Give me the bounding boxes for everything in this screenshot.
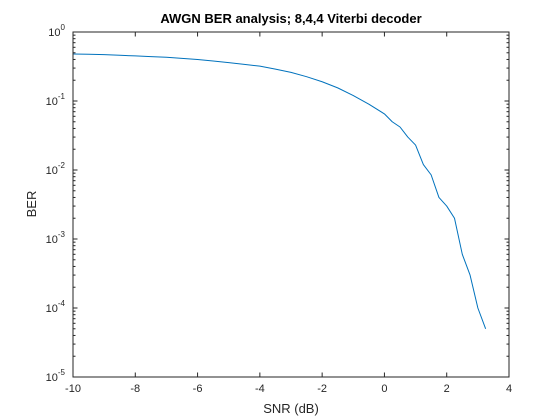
y-tick-exponent: -2 [58,161,66,170]
y-tick-base: 10 [46,303,58,315]
y-tick-label: 10-4 [46,299,66,315]
chart-title: AWGN BER analysis; 8,4,4 Viterbi decoder [160,11,421,26]
y-tick-label: 10-1 [46,92,66,108]
ber-curve-line [72,53,487,329]
y-tick-exponent: -5 [58,368,66,377]
x-tick-label: -10 [65,383,81,395]
y-tick-base: 10 [46,96,58,108]
y-tick-exponent: 0 [61,23,66,32]
x-tick-label: 2 [444,383,450,395]
y-tick-label: 100 [48,23,65,39]
plot-frame [72,31,510,378]
x-tick-label: -8 [130,383,140,395]
y-tick-label: 10-2 [46,161,66,177]
y-tick-base: 10 [46,165,58,177]
x-tick-label: -4 [255,383,265,395]
x-axis-label: SNR (dB) [263,401,319,416]
y-tick-exponent: -1 [58,92,66,101]
y-tick-exponent: -4 [58,299,66,308]
plot-area [73,32,509,377]
x-tick-label: -2 [317,383,327,395]
y-tick-base: 10 [46,372,58,384]
y-tick-base: 10 [46,234,58,246]
y-axis-label: BER [24,191,39,218]
y-tick-label: 10-5 [46,368,66,384]
y-tick-base: 10 [48,27,60,39]
x-tick-label: 4 [506,383,512,395]
y-tick-exponent: -3 [58,230,66,239]
x-tick-label: -6 [193,383,203,395]
y-tick-label: 10-3 [46,230,66,246]
x-tick-label: 0 [381,383,387,395]
